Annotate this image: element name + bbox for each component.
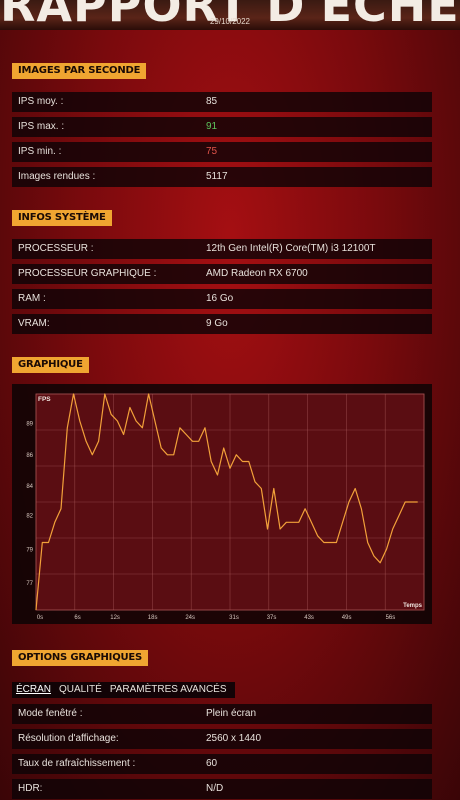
row-value: 2560 x 1440: [206, 733, 262, 744]
system-row-gpu: PROCESSEUR GRAPHIQUE : AMD Radeon RX 670…: [12, 264, 432, 284]
x-tick-label: 0s: [37, 615, 43, 621]
x-tick-label: 24s: [185, 615, 195, 621]
row-label: RAM :: [18, 293, 46, 304]
section-heading-options: OPTIONS GRAPHIQUES: [12, 650, 149, 666]
x-tick-label: 18s: [148, 615, 158, 621]
system-row-ram: RAM : 16 Go: [12, 289, 432, 309]
report-banner: RAPPORT D'ÉCHELONNAGE 29/10/2022: [0, 0, 460, 30]
option-row-hdr: HDR: N/D: [12, 779, 432, 799]
y-axis-label: FPS: [38, 396, 51, 403]
y-tick-label: 84: [26, 484, 33, 490]
tab-quality[interactable]: QUALITÉ: [59, 684, 102, 695]
row-label: Images rendues :: [18, 171, 96, 182]
row-value: 91: [206, 121, 218, 132]
row-label: PROCESSEUR :: [18, 243, 94, 254]
row-value: 16 Go: [206, 293, 234, 304]
x-tick-label: 37s: [267, 615, 277, 621]
x-tick-label: 49s: [342, 615, 352, 621]
x-axis-label: Temps: [403, 603, 423, 609]
section-heading-fps: IMAGES PAR SECONDE: [12, 63, 147, 79]
section-heading-system: INFOS SYSTÈME: [12, 210, 112, 226]
row-value: 5117: [206, 171, 228, 182]
x-tick-label: 12s: [110, 615, 120, 621]
x-tick-label: 43s: [304, 615, 314, 621]
row-value: Plein écran: [206, 708, 257, 719]
option-row-refresh-rate: Taux de rafraîchissement : 60: [12, 754, 432, 774]
fps-row-frames: Images rendues : 5117: [12, 167, 432, 187]
report-date: 29/10/2022: [209, 17, 251, 26]
row-value: 12th Gen Intel(R) Core(TM) i3 12100T: [206, 243, 376, 254]
option-row-resolution: Résolution d'affichage: 2560 x 1440: [12, 729, 432, 749]
x-tick-label: 31s: [229, 615, 239, 621]
fps-series-line: [35, 393, 418, 611]
options-tab-bar: ÉCRAN QUALITÉ PARAMÈTRES AVANCÉS: [12, 682, 235, 698]
row-label: IPS moy. :: [18, 96, 64, 107]
row-label: IPS max. :: [18, 121, 65, 132]
y-tick-label: 79: [26, 547, 33, 553]
report-title: RAPPORT D'ÉCHELONNAGE: [0, 0, 460, 30]
fps-row-max: IPS max. : 91: [12, 117, 432, 137]
row-value: N/D: [206, 783, 224, 794]
row-label: PROCESSEUR GRAPHIQUE :: [18, 268, 157, 279]
fps-chart-panel: 77 79 82 84 86 89 0s 6s 12s 18s 24s 31s 37s 43s 49s 56s…: [12, 384, 432, 624]
fps-row-min: IPS min. : 75: [12, 142, 432, 162]
row-value: 75: [206, 146, 218, 157]
tab-screen[interactable]: ÉCRAN: [16, 684, 52, 695]
option-row-window-mode: Mode fenêtré : Plein écran: [12, 704, 432, 724]
system-row-cpu: PROCESSEUR : 12th Gen Intel(R) Core(TM) …: [12, 239, 432, 259]
row-label: Résolution d'affichage:: [18, 733, 119, 744]
row-label: HDR:: [18, 783, 43, 794]
row-value: AMD Radeon RX 6700: [206, 268, 308, 279]
fps-line-chart: 77 79 82 84 86 89 0s 6s 12s 18s 24s 31s 37s 43s 49s 56s…: [26, 393, 425, 621]
x-tick-label: 6s: [74, 615, 80, 621]
row-value: 60: [206, 758, 218, 769]
section-heading-graph: GRAPHIQUE: [12, 357, 89, 373]
y-tick-label: 89: [26, 422, 33, 428]
row-label: IPS min. :: [18, 146, 62, 157]
row-value: 9 Go: [206, 318, 228, 329]
x-tick-label: 56s: [386, 615, 396, 621]
y-tick-label: 82: [26, 514, 33, 520]
row-label: Taux de rafraîchissement :: [18, 758, 136, 769]
y-tick-label: 86: [26, 453, 33, 459]
y-tick-label: 77: [26, 581, 33, 587]
row-label: Mode fenêtré :: [18, 708, 83, 719]
tab-advanced[interactable]: PARAMÈTRES AVANCÉS: [109, 684, 227, 695]
row-value: 85: [206, 96, 218, 107]
fps-row-avg: IPS moy. : 85: [12, 92, 432, 112]
system-row-vram: VRAM: 9 Go: [12, 314, 432, 334]
row-label: VRAM:: [18, 318, 50, 329]
